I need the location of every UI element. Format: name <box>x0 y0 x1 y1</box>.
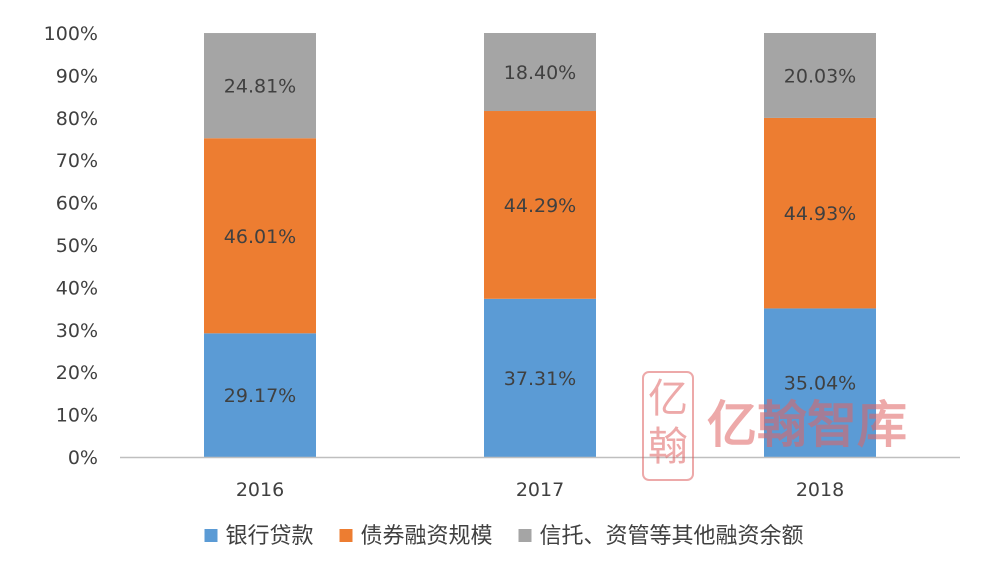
y-tick-label: 30% <box>56 320 98 342</box>
legend-label: 银行贷款 <box>226 524 314 549</box>
y-tick-label: 50% <box>56 235 98 257</box>
legend-label: 债券融资规模 <box>361 524 493 549</box>
bar-data-label: 18.40% <box>504 62 576 84</box>
bar-segment <box>204 138 316 334</box>
legend: 银行贷款 债券融资规模 信托、资管等其他融资余额 <box>204 524 804 549</box>
bar-segment <box>484 298 596 457</box>
bar-segment <box>764 33 876 118</box>
bar-data-label: 44.93% <box>784 203 856 225</box>
bar-segment <box>764 308 876 457</box>
y-tick-label: 90% <box>56 65 98 87</box>
bar-segment <box>484 33 596 112</box>
bar-data-label: 44.29% <box>504 195 576 217</box>
x-tick-label: 2017 <box>516 479 564 501</box>
x-tick-label: 2018 <box>796 479 844 501</box>
watermark-seal <box>642 371 694 481</box>
bar-data-label: 20.03% <box>784 65 856 87</box>
y-tick-label: 0% <box>68 447 98 469</box>
x-axis-ticks: 2016 2017 2018 <box>236 479 844 501</box>
bar-data-label: 37.31% <box>504 368 576 390</box>
legend-swatch <box>204 529 218 542</box>
bar-segment <box>204 333 316 457</box>
watermark-text: 亿翰智库 <box>707 396 907 454</box>
bar-segment <box>484 111 596 299</box>
bar-data-label: 24.81% <box>224 76 296 98</box>
y-tick-label: 20% <box>56 362 98 384</box>
bar-data-label: 46.01% <box>224 226 296 248</box>
y-tick-label: 70% <box>56 150 98 172</box>
bar-segment <box>204 33 316 139</box>
data-labels-group: 29.17% 46.01% 24.81% 37.31% 44.29% 18.40% 35.0… <box>224 62 856 407</box>
y-tick-label: 10% <box>56 405 98 427</box>
legend-label: 信托、资管等其他融资余额 <box>540 524 804 549</box>
bar-data-label: 35.04% <box>784 373 856 395</box>
bars-group <box>204 33 876 457</box>
watermark-logo: 亿翰 亿翰智库 <box>642 371 907 481</box>
y-tick-label: 80% <box>56 108 98 130</box>
bar-segment <box>764 117 876 309</box>
y-tick-label: 60% <box>56 193 98 215</box>
bar-data-label: 29.17% <box>224 385 296 407</box>
y-tick-label: 40% <box>56 277 98 299</box>
legend-swatch <box>339 529 353 542</box>
y-tick-label: 100% <box>44 23 98 45</box>
y-axis-ticks: 0% 10% 20% 30% 40% 50% 60% 70% 80% 90% 100% <box>44 23 98 469</box>
x-tick-label: 2016 <box>236 479 284 501</box>
watermark-seal-text: 亿翰 <box>648 376 688 470</box>
legend-swatch <box>518 529 532 542</box>
